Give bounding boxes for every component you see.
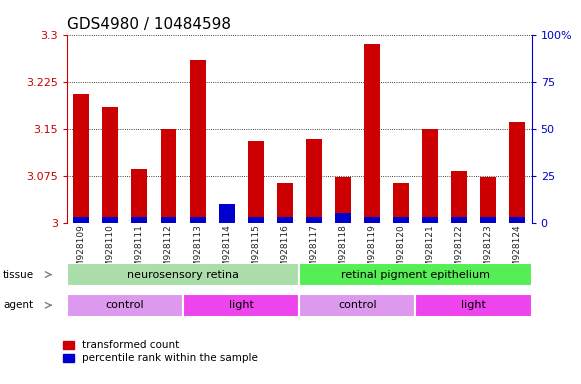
Bar <box>160 217 177 223</box>
Bar <box>67 294 183 317</box>
Bar <box>451 170 467 223</box>
Bar <box>189 217 206 223</box>
Bar <box>364 217 380 223</box>
Bar <box>364 44 380 223</box>
Bar <box>189 60 206 223</box>
Bar <box>67 263 299 286</box>
Bar <box>160 129 177 223</box>
Bar <box>248 141 264 223</box>
Bar <box>335 214 351 223</box>
Text: neurosensory retina: neurosensory retina <box>127 270 239 280</box>
Bar <box>299 294 415 317</box>
Bar <box>393 183 409 223</box>
Bar <box>422 217 438 223</box>
Bar <box>451 217 467 223</box>
Bar <box>102 217 119 223</box>
Text: retinal pigment epithelium: retinal pigment epithelium <box>341 270 490 280</box>
Legend: transformed count, percentile rank within the sample: transformed count, percentile rank withi… <box>63 340 258 363</box>
Text: control: control <box>106 300 144 310</box>
Bar <box>509 122 525 223</box>
Bar <box>480 217 496 223</box>
Bar <box>73 217 89 223</box>
Bar <box>422 129 438 223</box>
Text: light: light <box>229 300 253 310</box>
Bar <box>335 177 351 223</box>
Text: tissue: tissue <box>3 270 34 280</box>
Bar <box>73 94 89 223</box>
Bar <box>480 177 496 223</box>
Bar <box>183 294 299 317</box>
Bar <box>299 263 532 286</box>
Bar <box>102 107 119 223</box>
Text: GDS4980 / 10484598: GDS4980 / 10484598 <box>67 17 231 32</box>
Text: light: light <box>461 300 486 310</box>
Bar <box>277 183 293 223</box>
Bar <box>131 169 148 223</box>
Bar <box>277 217 293 223</box>
Text: agent: agent <box>3 300 33 310</box>
Bar <box>415 294 532 317</box>
Bar <box>218 204 235 223</box>
Bar <box>509 217 525 223</box>
Bar <box>248 217 264 223</box>
Bar <box>393 217 409 223</box>
Bar <box>131 217 148 223</box>
Bar <box>306 139 322 223</box>
Bar <box>306 217 322 223</box>
Text: control: control <box>338 300 376 310</box>
